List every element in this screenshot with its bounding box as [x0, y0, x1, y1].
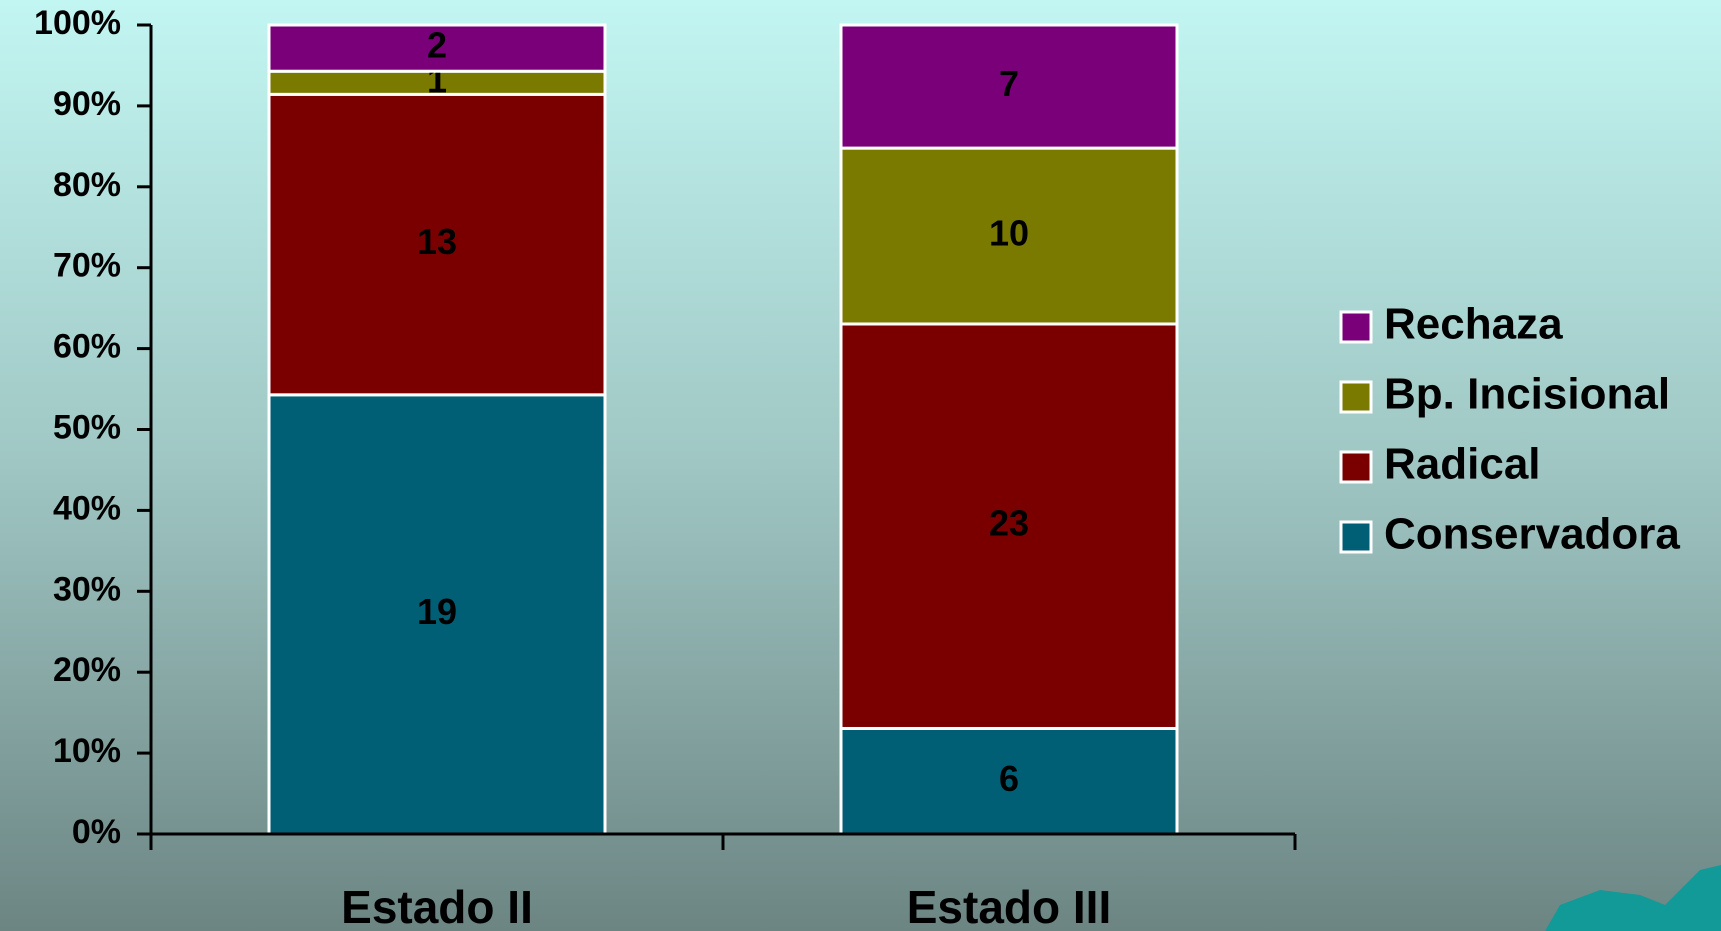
bar-segment — [267, 92, 607, 397]
data-label: 10 — [989, 213, 1029, 254]
y-tick-label: 30% — [53, 570, 121, 608]
legend-label: Rechaza — [1384, 300, 1563, 349]
y-tick-label: 60% — [53, 328, 121, 366]
y-tick-label: 20% — [53, 651, 121, 689]
legend-swatch — [1339, 520, 1373, 554]
y-tick-label: 50% — [53, 408, 121, 446]
bar-segment — [839, 146, 1179, 326]
y-tick-label: 0% — [72, 813, 121, 851]
bar-segment — [267, 23, 607, 73]
y-tick-label: 10% — [53, 732, 121, 770]
data-label: 2 — [427, 25, 447, 66]
data-label: 13 — [417, 221, 457, 262]
data-label: 6 — [999, 758, 1019, 799]
y-tick-label: 80% — [53, 166, 121, 204]
legend-swatch — [1339, 450, 1373, 484]
bar-segment — [839, 23, 1179, 150]
bar-segment — [839, 322, 1179, 730]
legend-label: Bp. Incisional — [1384, 370, 1670, 419]
y-tick-label: 100% — [34, 4, 121, 42]
legend-label: Conservadora — [1384, 510, 1680, 559]
legend-swatch — [1339, 380, 1373, 414]
legend-label: Radical — [1384, 440, 1541, 489]
y-tick-label: 90% — [53, 85, 121, 123]
legend-swatch — [1339, 310, 1373, 344]
data-label: 23 — [989, 503, 1029, 544]
y-tick-label: 70% — [53, 247, 121, 285]
bar-segment — [267, 393, 607, 836]
y-tick-label: 40% — [53, 489, 121, 527]
x-tick-label: Estado III — [907, 881, 1111, 931]
decoration — [1545, 865, 1721, 931]
x-tick-label: Estado II — [341, 881, 533, 931]
data-label: 19 — [417, 591, 457, 632]
data-label: 7 — [999, 63, 1019, 104]
